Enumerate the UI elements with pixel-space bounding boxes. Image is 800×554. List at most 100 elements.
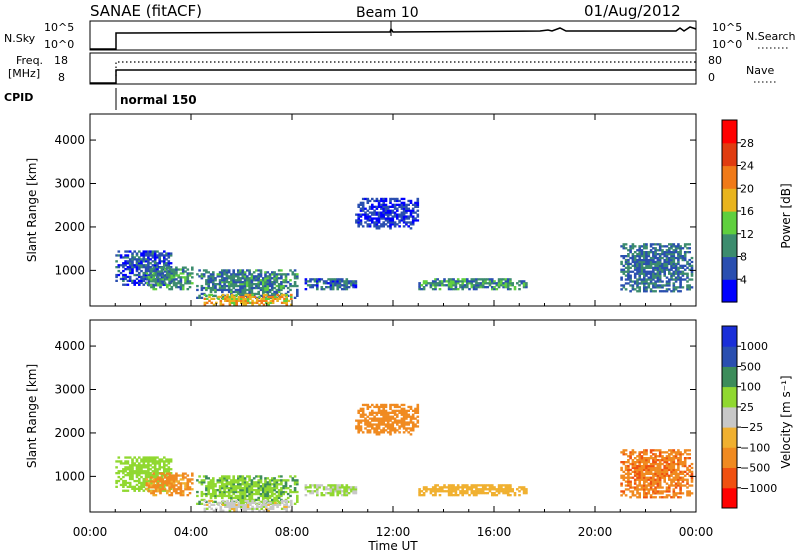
echo-cell — [677, 449, 680, 452]
echo-cell — [230, 290, 233, 294]
echo-cell — [466, 284, 469, 287]
echo-cell — [398, 221, 401, 224]
echo-cell — [181, 472, 185, 475]
echo-cell — [355, 425, 358, 428]
echo-cell — [179, 268, 183, 271]
echo-cell — [366, 403, 370, 407]
echo-cell — [447, 284, 451, 287]
echo-cell — [633, 288, 637, 291]
echo-cell — [322, 280, 326, 283]
echo-cell — [681, 476, 685, 479]
echo-cell — [284, 490, 288, 494]
echo-cell — [668, 260, 671, 264]
echo-cell — [429, 488, 433, 491]
echo-cell — [117, 273, 121, 277]
echo-cell — [643, 472, 646, 475]
echo-cell — [251, 303, 254, 306]
echo-cell — [248, 483, 251, 486]
echo-cell — [441, 280, 444, 283]
echo-cell — [216, 481, 220, 484]
echo-cell — [649, 482, 653, 485]
echo-cell — [656, 264, 660, 267]
echo-cell — [665, 268, 669, 271]
echo-cell — [145, 276, 149, 279]
echo-cell — [235, 505, 238, 508]
echo-cell — [690, 480, 694, 483]
echo-cell — [393, 197, 397, 201]
echo-cell — [250, 275, 254, 278]
echo-cell — [184, 280, 187, 283]
echo-cell — [674, 492, 678, 495]
echo-cell — [202, 273, 206, 276]
echo-cell — [654, 253, 657, 256]
echo-cell — [124, 275, 127, 279]
echo-cell — [624, 468, 628, 472]
echo-cell — [179, 482, 183, 485]
echo-cell — [255, 279, 258, 282]
echo-cell — [119, 483, 123, 487]
echo-cell — [668, 466, 671, 470]
echo-cell — [633, 474, 637, 477]
echo-cell — [285, 503, 288, 506]
echo-cell — [389, 431, 392, 434]
echo-cell — [223, 277, 226, 280]
echo-cell — [209, 483, 213, 486]
echo-cell — [246, 279, 249, 282]
echo-cell — [160, 475, 164, 479]
echo-cell — [274, 297, 277, 300]
echo-cell — [221, 479, 224, 482]
echo-cell — [640, 264, 644, 267]
echo-cell — [645, 251, 648, 254]
echo-cell — [223, 475, 226, 478]
echo-cell — [122, 256, 125, 259]
echo-cell — [620, 490, 623, 493]
echo-cell — [166, 480, 169, 483]
echo-cell — [654, 266, 657, 269]
echo-cell — [296, 294, 299, 297]
echo-cell — [509, 484, 512, 487]
echo-cell — [645, 478, 648, 481]
echo-cell — [246, 487, 249, 490]
echo-cell — [665, 260, 669, 264]
echo-cell — [520, 488, 524, 491]
echo-cell — [133, 279, 136, 282]
echo-cell — [677, 484, 680, 487]
echo-cell — [681, 478, 685, 481]
echo-cell — [461, 488, 464, 491]
echo-cell — [334, 284, 337, 287]
echo-cell — [411, 215, 415, 218]
echo-cell — [151, 466, 155, 469]
echo-cell — [389, 225, 392, 228]
echo-cell — [636, 258, 639, 262]
echo-cell — [296, 483, 299, 486]
echo-cell — [273, 498, 276, 502]
echo-cell — [135, 266, 139, 269]
echo-cell — [306, 490, 310, 493]
echo-cell — [210, 503, 213, 506]
echo-cell — [316, 282, 319, 285]
echo-cell — [690, 492, 694, 495]
echo-cell — [466, 282, 469, 285]
echo-cell — [179, 284, 183, 287]
echo-cell — [240, 301, 243, 304]
echo-cell — [154, 284, 158, 287]
echo-cell — [357, 205, 360, 208]
echo-cell — [681, 278, 685, 281]
echo-cell — [445, 280, 449, 283]
echo-cell — [212, 492, 215, 496]
echo-cell — [665, 264, 669, 267]
echo-cell — [488, 490, 492, 493]
echo-cell — [690, 256, 694, 260]
echo-cell — [152, 266, 155, 269]
echo-cell — [670, 290, 673, 293]
echo-cell — [255, 301, 259, 304]
echo-cell — [170, 494, 174, 497]
echo-cell — [380, 419, 383, 422]
echo-cell — [243, 489, 247, 492]
echo-cell — [244, 507, 248, 510]
echo-cell — [447, 486, 451, 489]
echo-cell — [386, 225, 390, 228]
echo-cell — [280, 283, 283, 286]
echo-cell — [153, 460, 157, 463]
echo-cell — [203, 507, 207, 510]
